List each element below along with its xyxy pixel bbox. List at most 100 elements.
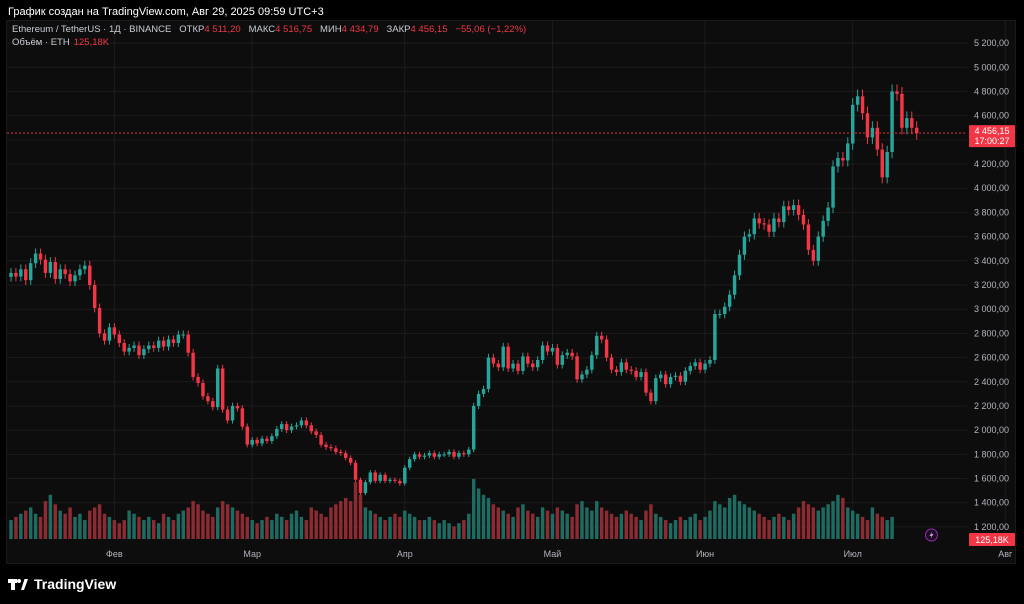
candle-body — [821, 220, 825, 237]
candle-body — [452, 451, 456, 457]
candle-body — [560, 355, 565, 365]
volume-bar — [156, 523, 161, 539]
candle-body — [885, 151, 889, 178]
volume-bar — [659, 516, 663, 539]
candle-body — [614, 369, 619, 373]
volume-bar — [668, 523, 673, 539]
volume-bar — [373, 513, 377, 539]
y-tick-label: 3 800,00 — [974, 207, 1009, 217]
candle-body — [900, 93, 904, 128]
candle-body — [816, 236, 820, 261]
volume-bar — [875, 513, 880, 539]
volume-bar — [334, 504, 338, 539]
volume-bar — [841, 497, 845, 539]
volume-bar — [211, 516, 215, 539]
volume-bar — [83, 520, 87, 539]
candle-body — [260, 438, 264, 444]
candle-body — [294, 425, 299, 427]
candle-body — [142, 349, 146, 356]
volume-bar — [132, 513, 136, 539]
candlestick-chart[interactable]: 1 200,00 1 400,00 1 600,00 1 800,00 2 000,00… — [7, 21, 1017, 565]
candle-body — [846, 143, 850, 161]
candle-body — [161, 340, 166, 347]
chart-panel[interactable]: 1 200,00 1 400,00 1 600,00 1 800,00 2 000,00… — [6, 20, 1016, 564]
volume-bar — [786, 520, 791, 539]
candle-body — [432, 453, 437, 457]
volume-bar — [555, 507, 560, 539]
candle-body — [575, 356, 579, 380]
volume-bar — [560, 510, 565, 539]
volume-bar — [801, 501, 806, 539]
volume-bar — [575, 504, 579, 539]
candle-body — [786, 206, 791, 211]
candle-body — [801, 214, 806, 225]
countdown-value: 17:00:27 — [974, 136, 1009, 146]
volume-bar — [398, 516, 402, 539]
candle-body — [255, 439, 259, 444]
volume-bar — [526, 510, 530, 539]
candle-body — [343, 453, 348, 458]
volume-bar — [43, 501, 48, 539]
volume-bar — [777, 513, 781, 539]
candle-body — [186, 334, 190, 353]
candle-body — [535, 359, 540, 368]
volume-bar — [225, 504, 230, 539]
candle-body — [24, 269, 28, 281]
volume-bar — [245, 516, 249, 539]
volume-bar — [713, 501, 717, 539]
volume-bar — [284, 520, 289, 539]
volume-bar — [580, 501, 584, 539]
volume-bar — [457, 523, 461, 539]
candle-body — [230, 405, 235, 421]
volume-bar — [870, 507, 875, 539]
volume-bar — [107, 516, 112, 539]
volume-bar — [718, 504, 722, 539]
candle-body — [491, 357, 496, 364]
y-tick-label: 3 200,00 — [974, 280, 1009, 290]
candle-body — [599, 335, 604, 340]
y-tick-label: 4 800,00 — [974, 86, 1009, 96]
candle-body — [447, 451, 451, 455]
volume-bar — [481, 494, 486, 539]
candle-body — [240, 408, 245, 427]
volume-bar — [516, 507, 520, 539]
candle-body — [540, 345, 545, 360]
candle-body — [767, 224, 771, 232]
candle-body — [407, 459, 412, 468]
tradingview-logo-icon — [8, 579, 28, 590]
candle-body — [383, 474, 387, 481]
candle-body — [742, 236, 747, 255]
volume-label[interactable]: Объём · ETH — [12, 37, 70, 48]
candle-body — [442, 454, 446, 456]
candle-body — [417, 454, 422, 457]
volume-bar — [437, 523, 441, 539]
volume-bar — [742, 504, 747, 539]
candle-body — [836, 158, 840, 167]
candle-body — [550, 347, 555, 352]
candle-body — [865, 113, 870, 138]
open-value: 4 511,20 — [204, 24, 241, 35]
lightning-glyph — [929, 531, 934, 539]
candle-body — [147, 345, 151, 350]
volume-bar — [757, 513, 761, 539]
volume-bar — [216, 507, 220, 539]
open-label: ОТКР — [179, 24, 205, 35]
candle-body — [713, 314, 717, 360]
candle-body — [127, 347, 131, 352]
volume-bar — [97, 504, 102, 539]
candle-body — [727, 294, 732, 307]
volume-bar — [767, 520, 771, 539]
volume-bar — [383, 520, 387, 539]
candle-body — [393, 479, 397, 481]
volume-bar — [471, 479, 476, 539]
symbol-name[interactable]: Ethereum / TetherUS · 1Д · BINANCE — [12, 24, 172, 35]
candle-body — [506, 346, 510, 369]
volume-bar — [422, 520, 427, 539]
volume-bar — [634, 516, 638, 539]
volume-bar — [78, 513, 82, 539]
volume-bar — [417, 520, 422, 539]
volume-bar — [688, 516, 692, 539]
candle-body — [521, 356, 525, 371]
volume-bar — [186, 507, 190, 539]
volume-bar — [860, 516, 865, 539]
